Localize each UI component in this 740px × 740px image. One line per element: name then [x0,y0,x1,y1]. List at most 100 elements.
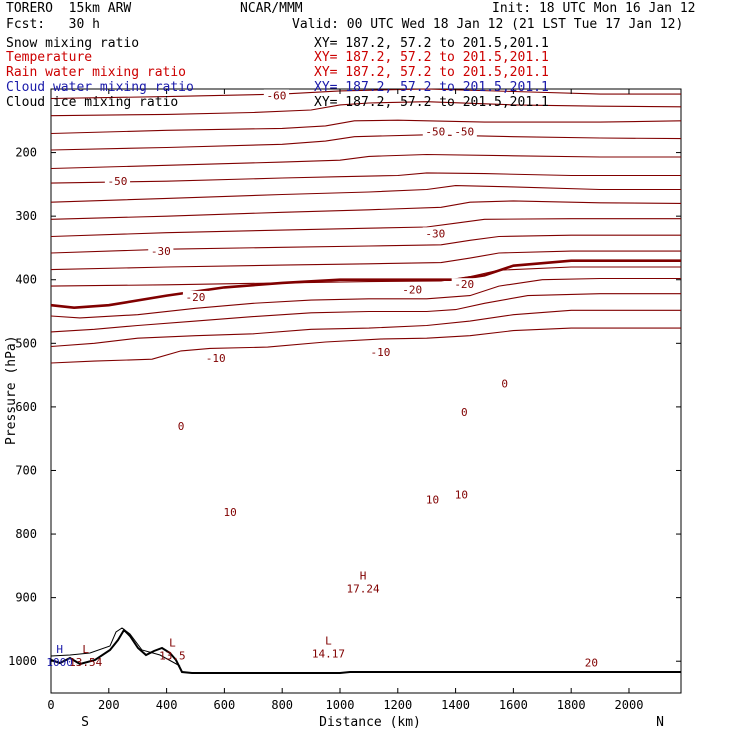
forecast-hour: Fcst: 30 h [6,17,100,32]
contour-label: -10 [371,346,391,359]
y-tick-label: 700 [15,463,37,477]
terrain-profile [50,627,681,674]
field-xy-cloud-water: XY= 187.2, 57.2 to 201.5,201.1 [314,80,549,95]
contour-label: -50 [108,175,128,188]
center-value: 17.24 [347,583,380,596]
y-tick-label: 600 [15,400,37,414]
field-name-temperature: Temperature [6,50,93,65]
y-tick-label: 1000 [8,654,37,668]
contour-label: 10 [224,506,237,519]
contour-label: 10 [426,494,439,507]
x-tick-label: 400 [156,698,178,712]
field-xy-temperature: XY= 187.2, 57.2 to 201.5,201.1 [314,50,549,65]
contour-label: 0 [501,377,508,390]
isotherm-m10 [50,250,681,271]
center-marker: L [169,636,176,649]
plot-frame [50,88,682,694]
contour-label-bg [422,125,448,138]
contour-label-bg [423,493,442,506]
contour-label: 0 [461,406,468,419]
contour-label-bg [582,656,601,669]
isotherm-m20 [50,218,681,238]
contour-label-bg [399,283,425,296]
center-marker: L [82,643,89,656]
contour-label-bg [148,245,174,258]
contour-label-bg [499,377,510,390]
contour-label-bg [451,278,477,291]
contour-label-bg [422,227,448,240]
x-tick-label: 200 [98,698,120,712]
isotherm-lines [50,88,682,364]
x-tick-label: 1600 [499,698,528,712]
center-marker: H [56,643,63,656]
contour-label: -20 [186,291,206,304]
center-value: 13.54 [69,656,102,669]
contour-label: -10 [206,352,226,365]
isotherm-m15 [50,234,681,254]
contour-label-bg [452,488,471,501]
y-axis-label: Pressure (hPa) [4,335,19,445]
field-xy-rain: XY= 187.2, 57.2 to 201.5,201.1 [314,65,549,80]
contour-label: 0 [178,420,185,433]
contour-label: -20 [402,283,422,296]
center-marker: L [325,634,332,647]
isotherm-m50 [50,119,682,135]
center-marker: H [360,570,367,583]
isotherm-m5 [50,266,681,287]
y-tick-label: 200 [15,146,37,160]
field-xy-snow: XY= 187.2, 57.2 to 201.5,201.1 [314,36,549,51]
contour-label: -50 [425,126,445,139]
contour-label: -60 [266,89,286,102]
x-axis-label: Distance (km) [319,715,421,730]
x-tick-label: 1800 [557,698,586,712]
contour-label: -20 [454,278,474,291]
x-endpoint-left: S [81,715,89,730]
isotherm-m45 [50,134,682,151]
x-tick-label: 1000 [326,698,355,712]
contour-label-bg [203,351,229,364]
axes: 0 200 400 600 800 1000 1200 1400 1600 1800 2000200… [8,89,681,712]
center-value: 14.17 [312,647,345,660]
contour-label-bg [104,175,131,188]
contour-label-bg [459,405,470,418]
isotherm-m30 [50,185,681,203]
center-value: 13.5 [159,649,186,662]
contour-label: -50 [454,126,474,139]
isotherm-m25 [50,200,682,220]
isotherm-5 [50,277,681,319]
isotherm-m40 [50,153,681,170]
init-time: Init: 18 UTC Mon 16 Jan 12 [492,1,696,16]
isotherm-m35 [50,172,681,184]
contour-label: 10 [455,489,468,502]
field-name-rain: Rain water mixing ratio [6,65,187,80]
isotherm-10 [50,293,681,333]
isotherm-20 [50,327,681,364]
y-tick-label: 500 [15,336,37,350]
field-name-cloud-water: Cloud water mixing ratio [6,80,194,95]
x-tick-label: 1200 [383,698,412,712]
x-tick-label: 0 [47,698,54,712]
contour-label-bg [263,89,290,102]
isotherm-0 [50,259,681,310]
contour-label: 20 [585,656,598,669]
x-tick-label: 2000 [615,698,644,712]
isotherm-15 [50,309,681,348]
contour-label: -30 [151,245,171,258]
isotherm-m55 [50,101,682,117]
isotherm-labels: -60 -50 -50 -50 -30 -30 -20 -20 -20 -10 -10 0 0 0 10 10… [104,89,601,669]
field-name-snow: Snow mixing ratio [6,36,140,51]
field-name-cloud-ice: Cloud ice mixing ratio [6,95,179,110]
model-name: TORERO 15km ARW [6,1,132,16]
center-value: 1000 [46,656,73,669]
contour-label-bg [451,125,477,138]
contour-label-bg [175,419,187,432]
contour-label-bg [221,505,240,518]
terrain-overlay [50,627,181,667]
isotherm-m60 [50,88,681,100]
valid-time: Valid: 00 UTC Wed 18 Jan 12 (21 LST Tue … [292,17,684,32]
contour-label: -30 [425,227,445,240]
x-tick-label: 800 [271,698,293,712]
terrain-line [50,628,681,674]
